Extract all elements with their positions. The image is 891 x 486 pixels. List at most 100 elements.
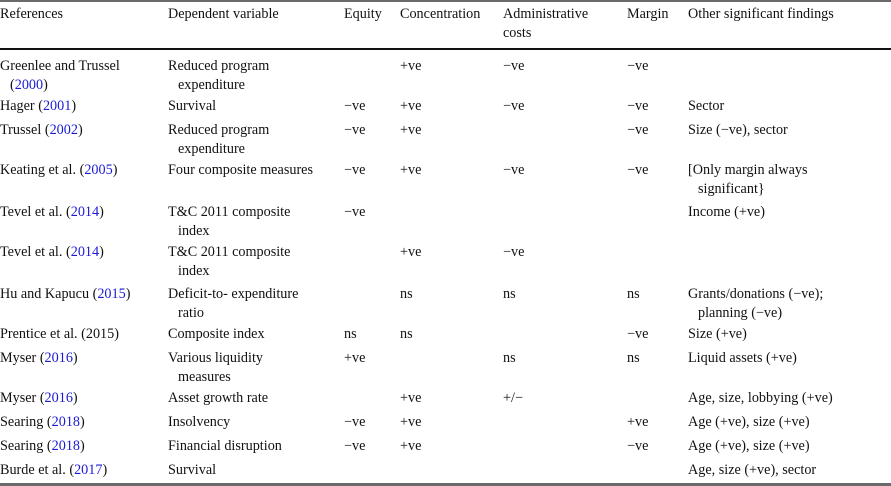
table-top-rule <box>0 0 891 2</box>
citation-year-link[interactable]: 2016 <box>44 350 73 366</box>
reference-cell: Myser (2016) <box>0 390 78 406</box>
citation-year-link[interactable]: 2018 <box>51 414 80 430</box>
reference-cell: Tevel et al. (2014) <box>0 244 104 260</box>
margin-cell: −ve <box>627 438 649 454</box>
reference-cell: Searing (2018) <box>0 414 85 430</box>
citation-year-link[interactable]: 2014 <box>70 244 100 260</box>
reference-author: Greenlee and Trussel <box>0 58 120 74</box>
concentration-cell: +ve <box>400 162 422 178</box>
header-equity: Equity <box>344 6 382 22</box>
citation-year-link[interactable]: 2002 <box>49 122 78 138</box>
dependent-variable-cell: Insolvency <box>168 414 231 430</box>
administrative-costs-cell: −ve <box>503 162 525 178</box>
citation-year-link[interactable]: 2001 <box>42 98 72 114</box>
concentration-cell: +ve <box>400 58 422 74</box>
concentration-cell: +ve <box>400 414 422 430</box>
other-findings-cell: Age, size, lobbying (+ve) <box>688 390 833 406</box>
other-findings-cell: Sector <box>688 98 725 114</box>
dependent-variable-cell: Asset growth rate <box>168 390 269 406</box>
citation-year-link[interactable]: 2017 <box>74 462 103 478</box>
other-findings-cell: Income (+ve) <box>688 204 765 220</box>
dependent-variable-cell: Survival <box>168 98 217 114</box>
equity-cell: −ve <box>344 122 366 138</box>
header-margin: Margin <box>627 6 669 22</box>
citation-year-link[interactable]: 2018 <box>51 438 80 454</box>
dependent-variable-cell: T&C 2011 composite index <box>168 204 291 239</box>
other-findings-cell: Age (+ve), size (+ve) <box>688 414 810 430</box>
other-findings-cell: Liquid assets (+ve) <box>688 350 797 366</box>
table-header-rule <box>0 48 891 50</box>
other-findings-cell: Size (+ve) <box>688 326 747 342</box>
administrative-costs-cell: −ve <box>503 98 525 114</box>
reference-cell: Tevel et al. (2014) <box>0 204 104 220</box>
margin-cell: ns <box>627 286 640 302</box>
equity-cell: +ve <box>344 350 366 366</box>
margin-cell: −ve <box>627 58 649 74</box>
equity-cell: −ve <box>344 438 366 454</box>
citation-year-link[interactable]: 2000 <box>14 77 44 93</box>
reference-cell: Searing (2018) <box>0 438 85 454</box>
administrative-costs-cell: −ve <box>503 244 525 260</box>
margin-cell: −ve <box>627 162 649 178</box>
header-dependent-variable: Dependent variable <box>168 6 279 22</box>
other-findings-cell: Age (+ve), size (+ve) <box>688 438 810 454</box>
margin-cell: −ve <box>627 98 649 114</box>
dependent-variable-cell: Financial disruption <box>168 438 282 454</box>
dependent-variable-cell: Various liquidity measures <box>168 350 263 385</box>
reference-author: Searing <box>0 414 47 430</box>
header-admin-line2: costs <box>503 25 532 41</box>
reference-cell: Hu and Kapucu (2015) <box>0 286 131 302</box>
reference-cell: Hager (2001) <box>0 98 77 114</box>
reference-author: Myser <box>0 390 40 406</box>
header-administrative-costs: Administrative costs <box>503 5 588 43</box>
reference-cell: Burde et al. (2017) <box>0 462 108 478</box>
citation-year-link[interactable]: 2016 <box>44 390 73 406</box>
margin-cell: +ve <box>627 414 649 430</box>
equity-cell: −ve <box>344 162 366 178</box>
reference-cell: Greenlee and Trussel (2000) <box>0 58 120 93</box>
reference-cell: Prentice et al. (2015) <box>0 325 119 344</box>
administrative-costs-cell: +/− <box>503 390 523 406</box>
dependent-variable-cell: Composite index <box>168 326 265 342</box>
concentration-cell: +ve <box>400 244 422 260</box>
reference-cell: Keating et al. (2005) <box>0 162 118 178</box>
reference-author: Burde et al. <box>0 462 70 478</box>
concentration-cell: +ve <box>400 122 422 138</box>
concentration-cell: +ve <box>400 438 422 454</box>
equity-cell: −ve <box>344 98 366 114</box>
reference-cell: Myser (2016) <box>0 350 78 366</box>
reference-author: Hu and Kapucu <box>0 286 93 302</box>
margin-cell: ns <box>627 350 640 366</box>
other-findings-cell: [Only margin always significant} <box>688 162 808 197</box>
dependent-variable-cell: T&C 2011 composite index <box>168 244 291 279</box>
reference-author: Hager <box>0 98 39 114</box>
reference-author: Trussel <box>0 122 45 138</box>
dependent-variable-cell: Four composite measures <box>168 162 313 178</box>
reference-author: Searing <box>0 438 47 454</box>
concentration-cell: +ve <box>400 98 422 114</box>
dependent-variable-cell: Deficit-to- expenditure ratio <box>168 286 299 321</box>
reference-author: Tevel et al. <box>0 244 66 260</box>
reference-author: Prentice et al. (2015) <box>0 326 119 342</box>
dependent-variable-cell: Reduced program expenditure <box>168 122 270 157</box>
citation-year-link[interactable]: 2015 <box>97 286 126 302</box>
citation-year-link[interactable]: 2014 <box>70 204 100 220</box>
administrative-costs-cell: ns <box>503 350 516 366</box>
header-admin-line1: Administrative <box>503 6 589 22</box>
header-other-findings: Other significant findings <box>688 6 834 22</box>
administrative-costs-cell: ns <box>503 286 516 302</box>
dependent-variable-cell: Reduced program expenditure <box>168 58 270 93</box>
reference-author: Myser <box>0 350 40 366</box>
other-findings-cell: Size (−ve), sector <box>688 122 788 138</box>
dependent-variable-cell: Survival <box>168 462 217 478</box>
equity-cell: ns <box>344 326 357 342</box>
concentration-cell: ns <box>400 286 413 302</box>
header-concentration: Concentration <box>400 6 481 22</box>
other-findings-cell: Grants/donations (−ve); planning (−ve) <box>688 286 824 321</box>
administrative-costs-cell: −ve <box>503 58 525 74</box>
reference-cell: Trussel (2002) <box>0 122 83 138</box>
header-references: References <box>0 6 64 22</box>
reference-author: Keating et al. <box>0 162 80 178</box>
other-findings-cell: Age, size (+ve), sector <box>688 462 817 478</box>
citation-year-link[interactable]: 2005 <box>84 162 113 178</box>
